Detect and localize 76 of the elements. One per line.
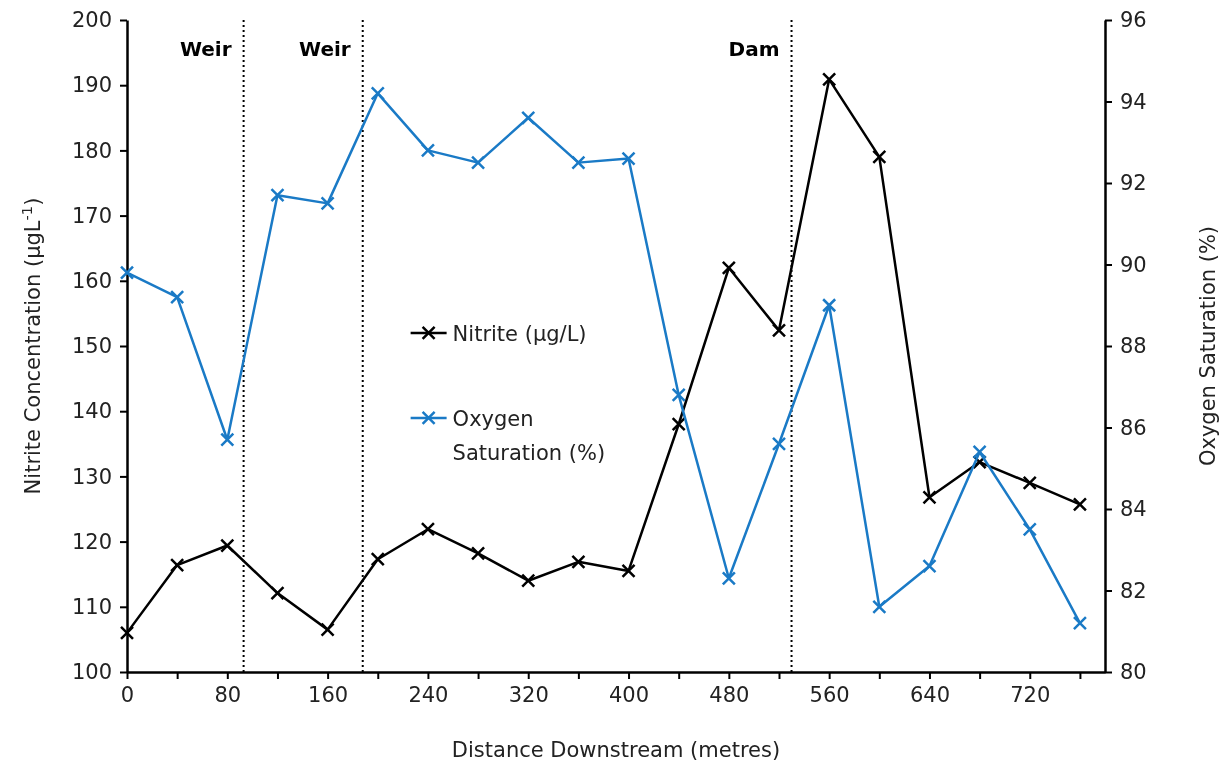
y-tick-label: 110 [71,595,112,620]
point [220,432,235,447]
y2-tick-label: 80 [1120,660,1147,685]
x-tick-label: 560 [809,682,850,707]
y2-tick-label: 84 [1120,497,1147,522]
point [1072,497,1088,512]
y2-tick-label: 82 [1120,578,1147,603]
y-tick-label: 200 [71,8,112,33]
y2-tick-label: 86 [1120,415,1147,440]
point [169,289,185,305]
y-tick-label: 130 [71,464,112,489]
x-axis-title: Distance Downstream (metres) [451,738,781,762]
point [270,187,285,203]
point [621,151,636,166]
point [872,149,887,165]
x-tick-label: 240 [408,682,449,707]
point [520,573,536,588]
y2-axis-title: Oxygen Saturation (%) [1196,225,1220,467]
point [119,625,135,641]
y-tick-label: 160 [71,269,112,294]
y2-tick-label: 94 [1120,89,1147,114]
point [420,521,436,537]
y2-tick-label: 96 [1120,8,1147,33]
x-tick-label: 320 [508,682,549,707]
ref-line-label: Weir [299,37,351,61]
ref-line-label: Dam [728,37,780,61]
legend-label: Nitrite (μg/L) [452,321,587,346]
y-tick-label: 190 [71,73,112,98]
point [571,155,586,170]
point [721,260,737,276]
x-tick-label: 80 [214,682,242,707]
point [470,155,486,170]
point [470,546,486,561]
point [671,387,686,403]
point [721,571,737,586]
x-tick-label: 720 [1010,682,1051,707]
point [771,323,787,338]
y2-tick-label: 88 [1120,334,1147,359]
point [119,265,135,280]
x-tick-label: 0 [120,682,135,707]
point [370,551,386,567]
point [220,538,235,553]
y-tick-label: 180 [71,138,112,163]
point [771,436,787,452]
y2-tick-label: 90 [1120,252,1147,277]
point [320,622,335,637]
point [821,72,837,87]
point [270,585,285,601]
x-tick-label: 160 [308,682,349,707]
point [922,490,937,505]
point [571,554,586,570]
x-tick-label: 480 [709,682,750,707]
y2-tick-label: 92 [1120,171,1147,196]
x-tick-label: 400 [608,682,650,707]
point [169,557,185,573]
point [1072,615,1088,631]
point [1022,522,1038,537]
y-tick-label: 100 [71,660,112,685]
point [821,298,837,313]
legend-label: Oxygen Saturation (%) [452,406,606,465]
x-tick-label: 640 [909,682,951,707]
point [320,196,335,211]
point [1022,475,1038,491]
point [872,599,887,615]
y-tick-label: 120 [71,529,112,554]
point [370,86,386,101]
point [520,110,536,126]
point [621,563,636,579]
y-tick-label: 170 [71,203,112,228]
point [972,444,987,460]
point [420,143,436,158]
point [671,416,686,432]
y-tick-label: 150 [71,334,112,359]
y-tick-label: 140 [71,399,112,424]
ref-line-label: Weir [179,37,232,61]
point [922,558,937,574]
